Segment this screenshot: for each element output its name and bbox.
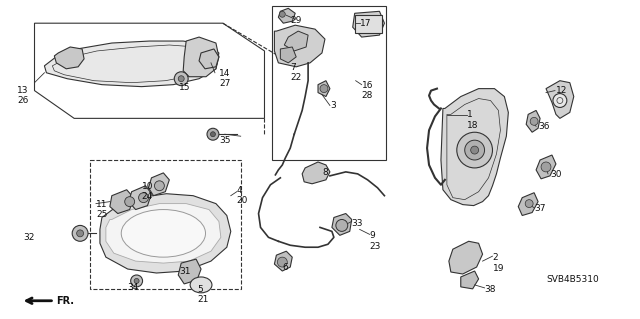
Polygon shape <box>449 241 483 274</box>
Text: SVB4B5310: SVB4B5310 <box>546 275 599 284</box>
Circle shape <box>277 257 287 267</box>
Text: 16
28: 16 28 <box>362 81 373 100</box>
Polygon shape <box>461 271 479 289</box>
Text: 37: 37 <box>534 204 546 212</box>
Polygon shape <box>318 81 330 97</box>
Text: 29: 29 <box>291 16 301 25</box>
Text: 4
20: 4 20 <box>237 186 248 205</box>
Text: 31: 31 <box>179 267 191 276</box>
Polygon shape <box>353 11 385 37</box>
Text: 10
24: 10 24 <box>141 182 153 201</box>
Text: 14
27: 14 27 <box>219 69 230 88</box>
Text: 11
25: 11 25 <box>96 200 108 219</box>
Polygon shape <box>106 204 221 263</box>
Circle shape <box>525 200 533 208</box>
Circle shape <box>553 93 567 108</box>
Polygon shape <box>183 37 219 77</box>
Polygon shape <box>199 49 219 69</box>
Circle shape <box>131 275 143 287</box>
Circle shape <box>279 11 285 17</box>
Bar <box>355 15 383 33</box>
Bar <box>273 6 387 160</box>
Polygon shape <box>44 41 219 87</box>
Polygon shape <box>546 81 574 118</box>
Text: 33: 33 <box>352 219 364 228</box>
Text: 12: 12 <box>556 85 567 95</box>
Polygon shape <box>129 186 152 210</box>
Polygon shape <box>280 47 296 63</box>
Polygon shape <box>284 31 308 51</box>
Ellipse shape <box>190 277 212 293</box>
Text: 36: 36 <box>538 122 550 131</box>
Circle shape <box>134 278 139 283</box>
Circle shape <box>530 117 538 125</box>
Text: 2
19: 2 19 <box>493 253 504 272</box>
Polygon shape <box>179 259 201 284</box>
Polygon shape <box>275 25 325 67</box>
Text: 15: 15 <box>179 83 191 92</box>
Text: 38: 38 <box>484 285 496 294</box>
Circle shape <box>207 128 219 140</box>
Text: 6: 6 <box>282 263 288 272</box>
Circle shape <box>457 132 493 168</box>
Circle shape <box>72 226 88 241</box>
Circle shape <box>336 219 348 231</box>
Polygon shape <box>518 193 538 216</box>
Text: 34: 34 <box>128 283 139 292</box>
Ellipse shape <box>121 210 205 257</box>
Polygon shape <box>110 190 134 213</box>
Circle shape <box>154 181 164 191</box>
Text: 7
22: 7 22 <box>291 63 301 82</box>
Polygon shape <box>526 110 540 132</box>
Text: 3: 3 <box>330 100 335 109</box>
Polygon shape <box>148 173 170 196</box>
Text: 5
21: 5 21 <box>197 285 209 304</box>
Text: 8: 8 <box>322 168 328 177</box>
Text: 1
18: 1 18 <box>467 110 478 130</box>
Polygon shape <box>441 89 508 205</box>
Text: 32: 32 <box>23 234 35 242</box>
Text: 35: 35 <box>219 136 230 145</box>
Circle shape <box>174 72 188 85</box>
Polygon shape <box>278 8 295 23</box>
Circle shape <box>320 85 328 93</box>
Text: FR.: FR. <box>56 296 74 306</box>
Circle shape <box>125 197 134 207</box>
Polygon shape <box>54 47 84 69</box>
Circle shape <box>211 132 216 137</box>
Polygon shape <box>332 213 352 235</box>
Circle shape <box>465 140 484 160</box>
Text: 13
26: 13 26 <box>17 85 29 105</box>
Circle shape <box>139 193 148 203</box>
Bar <box>90 160 241 289</box>
Circle shape <box>179 76 184 82</box>
Polygon shape <box>302 162 330 184</box>
Text: 17: 17 <box>360 19 371 28</box>
Circle shape <box>470 146 479 154</box>
Polygon shape <box>275 251 292 271</box>
Text: 9
23: 9 23 <box>369 231 381 251</box>
Polygon shape <box>100 194 231 273</box>
Circle shape <box>77 230 84 237</box>
Circle shape <box>541 162 551 172</box>
Polygon shape <box>536 155 556 179</box>
Text: 30: 30 <box>550 170 561 179</box>
